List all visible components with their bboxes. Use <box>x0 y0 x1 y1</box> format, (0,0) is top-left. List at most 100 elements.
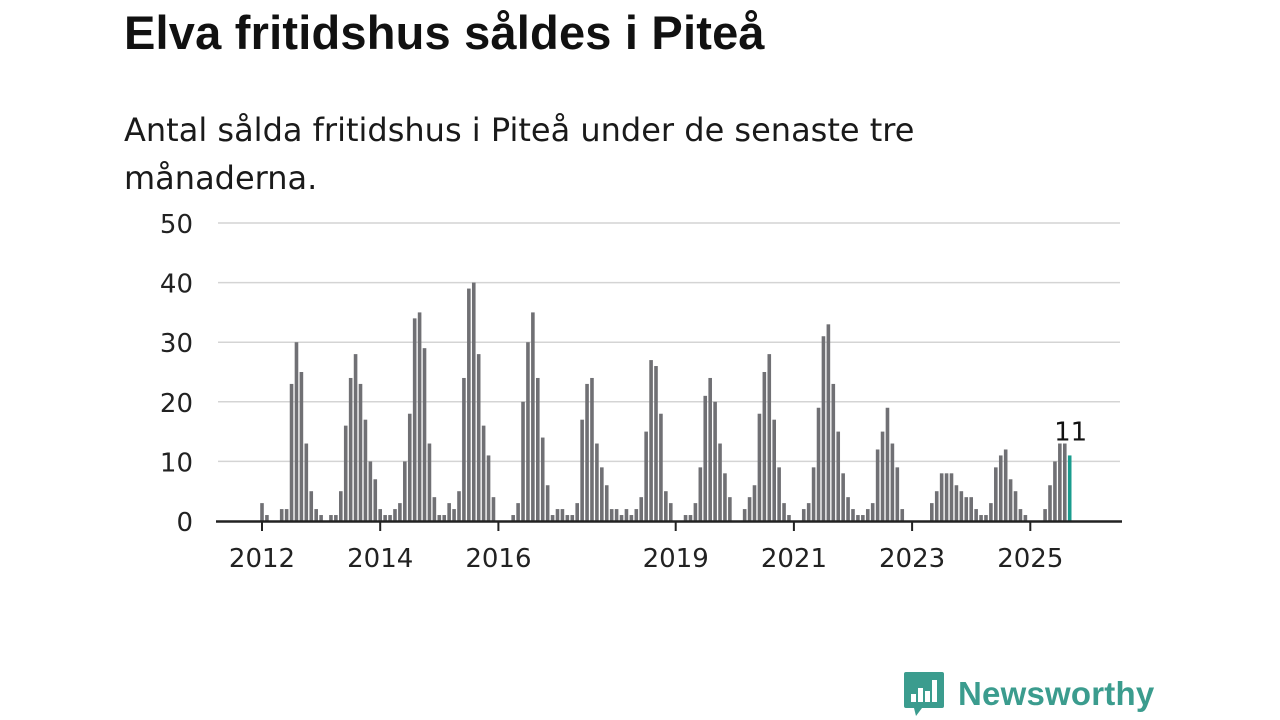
bar <box>457 491 461 521</box>
bar <box>940 473 944 521</box>
bar <box>477 354 481 521</box>
bar <box>369 461 373 521</box>
bar <box>388 515 392 521</box>
bar <box>566 515 570 521</box>
bar <box>669 503 673 521</box>
bar <box>964 497 968 521</box>
bar <box>630 515 634 521</box>
bar <box>359 384 363 521</box>
bar <box>452 509 456 521</box>
bar <box>516 503 520 521</box>
bar <box>1043 509 1047 521</box>
bar <box>492 497 496 521</box>
bar <box>753 485 757 521</box>
x-tick-label: 2014 <box>347 544 413 574</box>
bar <box>300 372 304 521</box>
y-tick-label: 0 <box>176 508 193 538</box>
bar <box>472 283 476 521</box>
y-tick-label: 10 <box>160 448 193 478</box>
bar <box>881 432 885 521</box>
y-tick-label: 20 <box>160 389 193 419</box>
bar <box>364 420 368 521</box>
bar <box>570 515 574 521</box>
bar <box>393 509 397 521</box>
x-axis <box>216 521 1122 531</box>
bar <box>935 491 939 521</box>
bar <box>979 515 983 521</box>
bar <box>423 348 427 521</box>
bar <box>625 509 629 521</box>
bar <box>442 515 446 521</box>
bar <box>556 509 560 521</box>
bar <box>896 467 900 521</box>
bar <box>610 509 614 521</box>
bar <box>728 497 732 521</box>
bar <box>615 509 619 521</box>
bar <box>349 378 353 521</box>
bar <box>590 378 594 521</box>
bar <box>600 467 604 521</box>
bar <box>526 342 530 521</box>
bar <box>339 491 343 521</box>
bar <box>832 384 836 521</box>
bar <box>1053 461 1057 521</box>
bar <box>984 515 988 521</box>
bar <box>748 497 752 521</box>
x-tick-label: 2023 <box>879 544 945 574</box>
brand-name: Newsworthy <box>958 675 1154 713</box>
bar <box>871 503 875 521</box>
bar <box>900 509 904 521</box>
bar <box>723 473 727 521</box>
x-tick-label: 2021 <box>761 544 827 574</box>
bar <box>689 515 693 521</box>
bar <box>758 414 762 521</box>
x-tick-label: 2012 <box>229 544 295 574</box>
bar <box>314 509 318 521</box>
bar <box>802 509 806 521</box>
y-tick-label: 30 <box>160 329 193 359</box>
bar <box>960 491 964 521</box>
bar <box>945 473 949 521</box>
bar <box>817 408 821 521</box>
bar <box>767 354 771 521</box>
bar <box>713 402 717 521</box>
bar <box>974 509 978 521</box>
bar <box>777 467 781 521</box>
bar <box>822 336 826 521</box>
y-tick-label: 40 <box>160 270 193 300</box>
bar <box>433 497 437 521</box>
bar <box>763 372 767 521</box>
bar <box>1019 509 1023 521</box>
x-tick-label: 2019 <box>643 544 709 574</box>
bar <box>644 432 648 521</box>
bar <box>930 503 934 521</box>
bar <box>1024 515 1028 521</box>
bar <box>546 485 550 521</box>
bar <box>1014 491 1018 521</box>
bar <box>531 312 535 521</box>
bar <box>782 503 786 521</box>
bar <box>827 324 831 521</box>
bar <box>1058 444 1062 521</box>
bar <box>536 378 540 521</box>
bar <box>694 503 698 521</box>
bar <box>511 515 515 521</box>
bar <box>383 515 387 521</box>
bar <box>1004 449 1008 521</box>
bar <box>703 396 707 521</box>
bar <box>654 366 658 521</box>
x-tick-label: 2025 <box>997 544 1063 574</box>
bar <box>886 408 890 521</box>
bar <box>354 354 358 521</box>
bar <box>620 515 624 521</box>
bar <box>265 515 269 521</box>
newsworthy-logo-icon <box>902 670 946 718</box>
bar <box>551 515 555 521</box>
bar <box>659 414 663 521</box>
bar <box>1048 485 1052 521</box>
bar <box>994 467 998 521</box>
bar <box>635 509 639 521</box>
bar <box>699 467 703 521</box>
bar <box>373 479 377 521</box>
